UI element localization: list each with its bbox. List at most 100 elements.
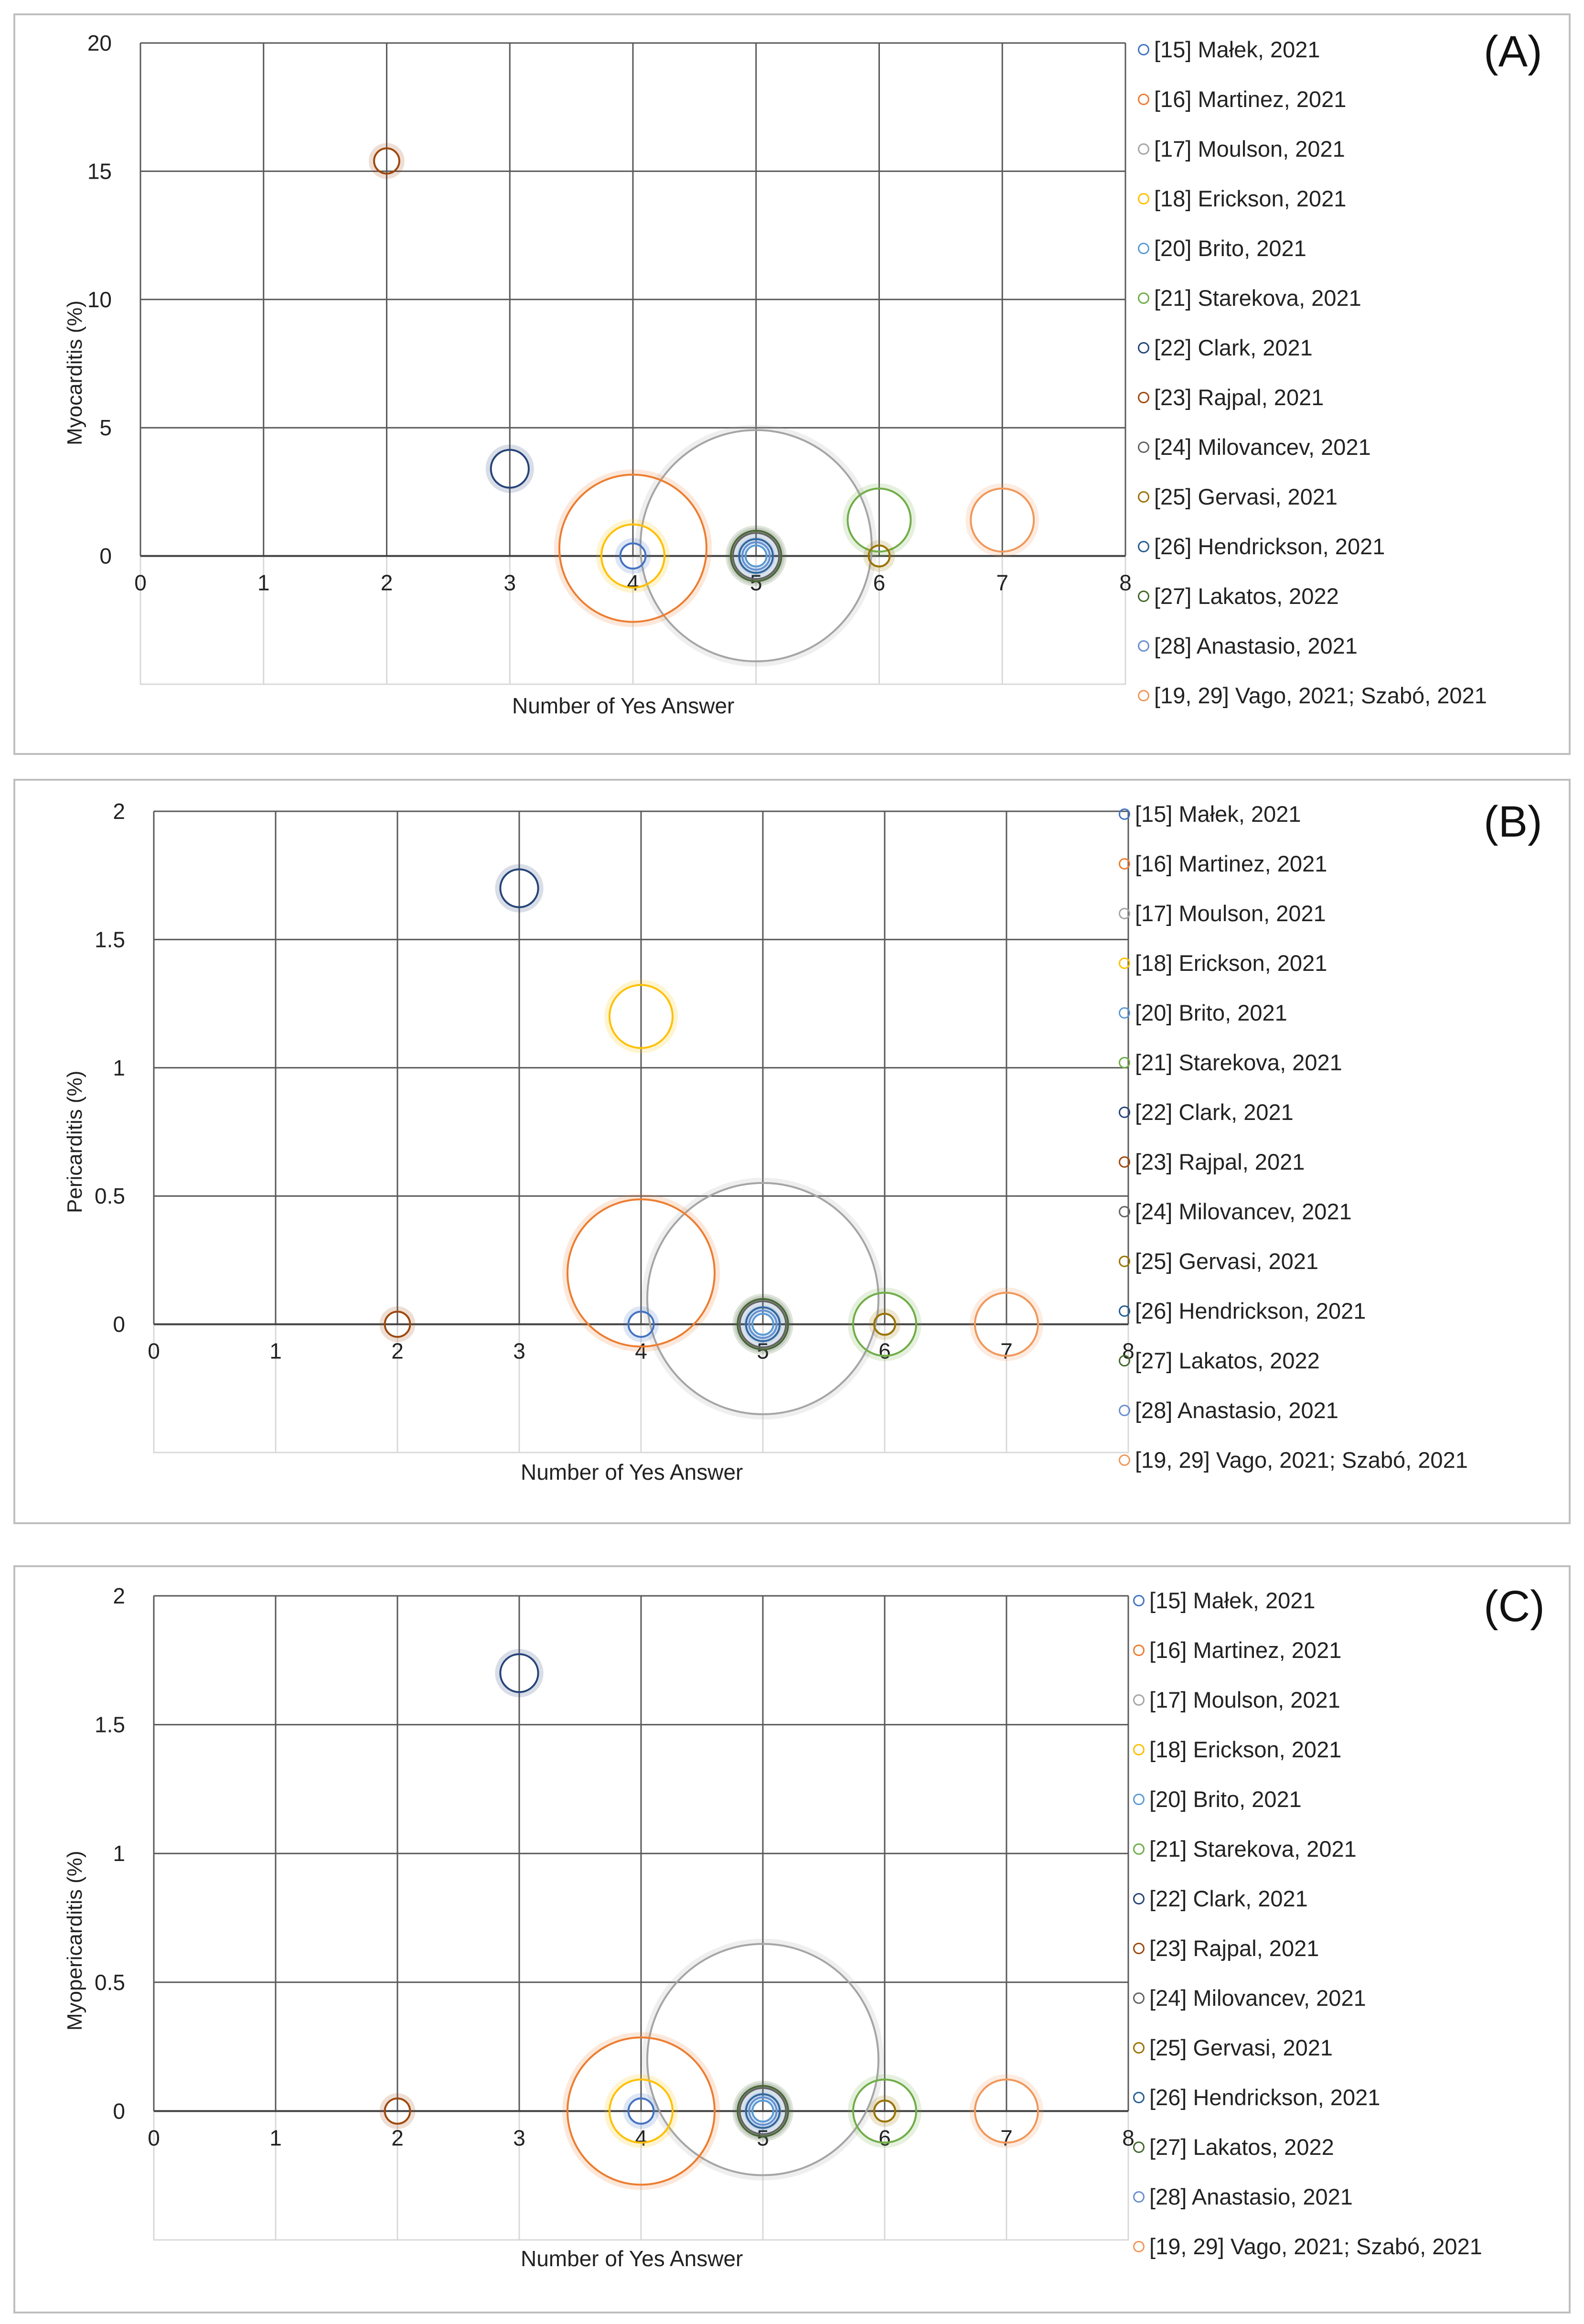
bubble-glow xyxy=(740,540,772,572)
bubble-point xyxy=(728,527,785,584)
legend-item: [21] Starekova, 2021 xyxy=(1138,285,1361,311)
legend-marker-icon xyxy=(1138,590,1149,602)
legend-label: [24] Milovancev, 2021 xyxy=(1135,1199,1352,1224)
bubble-point xyxy=(734,2083,792,2140)
bubble-marker xyxy=(499,1653,539,1693)
bubble-marker xyxy=(745,1306,781,1342)
legend-label: [24] Milovancev, 2021 xyxy=(1149,1985,1366,2011)
bubble-glow xyxy=(744,1305,782,1344)
legend-label: [21] Starekova, 2021 xyxy=(1154,285,1361,311)
bubble-marker xyxy=(373,147,400,175)
x-tick-label: 5 xyxy=(750,570,762,595)
legend-marker-icon xyxy=(1133,2191,1145,2203)
bubble-glow xyxy=(848,2074,921,2148)
bubble-marker xyxy=(748,1310,778,1339)
legend-label: [19, 29] Vago, 2021; Szabó, 2021 xyxy=(1154,683,1487,708)
legend-label: [15] Małek, 2021 xyxy=(1149,1588,1316,1613)
bubble-glow xyxy=(734,1296,792,1353)
legend-label: [26] Hendrickson, 2021 xyxy=(1154,534,1385,559)
legend-label: [28] Anastasio, 2021 xyxy=(1149,2184,1353,2209)
bubble-glow xyxy=(732,1293,793,1355)
bubble-point xyxy=(869,1308,900,1340)
legend-marker-icon xyxy=(1138,242,1149,254)
bubble-point xyxy=(734,1296,792,1353)
legend-marker-icon xyxy=(1138,292,1149,304)
bubble-point xyxy=(744,1305,782,1344)
panel-label: (C) xyxy=(1484,1582,1545,1631)
legend-marker-icon xyxy=(1138,342,1149,354)
bubble-marker xyxy=(846,487,912,553)
bubble-glow xyxy=(642,1177,884,1420)
x-tick-label: 5 xyxy=(757,1339,769,1364)
x-tick-label: 2 xyxy=(381,570,393,595)
x-tick-label: 4 xyxy=(635,1339,647,1364)
legend-label: [25] Gervasi, 2021 xyxy=(1135,1248,1319,1274)
panel-label: (B) xyxy=(1484,797,1542,846)
bubble-point xyxy=(495,864,544,913)
bubble-marker xyxy=(567,2036,716,2186)
bubble-glow xyxy=(642,1938,884,2181)
x-tick-label: 1 xyxy=(257,570,270,595)
legend-item: [25] Gervasi, 2021 xyxy=(1133,2034,1333,2061)
bubble-point xyxy=(485,444,534,493)
bubble-glow xyxy=(732,2080,793,2142)
bubble-point xyxy=(744,2092,782,2130)
y-tick-label: 0 xyxy=(99,544,112,569)
bubble-glow xyxy=(485,444,534,493)
bubble-point xyxy=(970,1287,1043,1361)
legend-label: [21] Starekova, 2021 xyxy=(1135,1050,1342,1075)
bubble-point xyxy=(965,483,1039,557)
bubble-glow xyxy=(623,1306,659,1342)
legend-label: [20] Brito, 2021 xyxy=(1135,1000,1287,1025)
legend-marker-icon xyxy=(1119,1056,1130,1068)
bubble-point xyxy=(842,483,916,557)
y-tick-label: 2 xyxy=(113,799,125,824)
legend-label: [20] Brito, 2021 xyxy=(1154,236,1306,261)
bubble-glow xyxy=(379,1306,416,1342)
y-tick-label: 0.5 xyxy=(95,1970,125,1995)
y-tick-label: 0 xyxy=(113,1312,125,1337)
bubble-point xyxy=(734,534,778,578)
y-tick-label: 0 xyxy=(113,2098,125,2123)
bubble-marker xyxy=(646,1943,879,2176)
legend-label: [19, 29] Vago, 2021; Szabó, 2021 xyxy=(1149,2234,1482,2259)
bubble-marker xyxy=(751,2099,774,2123)
y-tick-label: 15 xyxy=(87,159,112,183)
legend-item: [24] Milovancev, 2021 xyxy=(1138,434,1371,460)
bubble-glow xyxy=(554,469,712,627)
bubble-marker xyxy=(745,2093,781,2129)
legend-item: [18] Erickson, 2021 xyxy=(1133,1736,1341,1763)
bubble-point xyxy=(737,537,775,575)
bubble-glow xyxy=(734,2083,792,2140)
legend-item: [15] Małek, 2021 xyxy=(1133,1587,1316,1614)
legend-label: [28] Anastasio, 2021 xyxy=(1154,633,1358,658)
bubble-marker xyxy=(738,2087,787,2135)
bubble-marker xyxy=(627,1311,655,1338)
legend-item: [23] Rajpal, 2021 xyxy=(1119,1149,1305,1175)
bubble-glow xyxy=(725,525,787,587)
legend-item: [24] Milovancev, 2021 xyxy=(1133,1985,1366,2011)
legend-label: [26] Hendrickson, 2021 xyxy=(1135,1298,1366,1323)
bubble-glow xyxy=(740,1302,785,1346)
bubble-point xyxy=(747,2095,779,2127)
legend-marker-icon xyxy=(1133,2091,1145,2103)
legend-marker-icon xyxy=(1133,1793,1145,1805)
legend-item: [21] Starekova, 2021 xyxy=(1119,1049,1342,1076)
bubble-point xyxy=(562,1194,720,1352)
bubble-marker xyxy=(737,2085,789,2138)
legend-label: [17] Moulson, 2021 xyxy=(1135,901,1326,926)
x-tick-label: 1 xyxy=(269,1339,282,1364)
legend-item: [27] Lakatos, 2022 xyxy=(1133,2134,1334,2160)
legend-item: [28] Anastasio, 2021 xyxy=(1133,2184,1353,2210)
bubble-marker xyxy=(974,1291,1039,1357)
legend-label: [16] Martinez, 2021 xyxy=(1135,851,1327,876)
bubble-marker xyxy=(600,523,665,589)
bubble-marker xyxy=(748,2096,778,2126)
bubble-glow xyxy=(747,2095,779,2127)
legend-marker-icon xyxy=(1119,1355,1130,1366)
y-tick-label: 1.5 xyxy=(95,927,125,952)
legend-marker-icon xyxy=(1119,1106,1130,1118)
bubble-point xyxy=(740,540,772,572)
legend-label: [26] Hendrickson, 2021 xyxy=(1149,2085,1381,2110)
bubble-point xyxy=(642,1938,884,2181)
